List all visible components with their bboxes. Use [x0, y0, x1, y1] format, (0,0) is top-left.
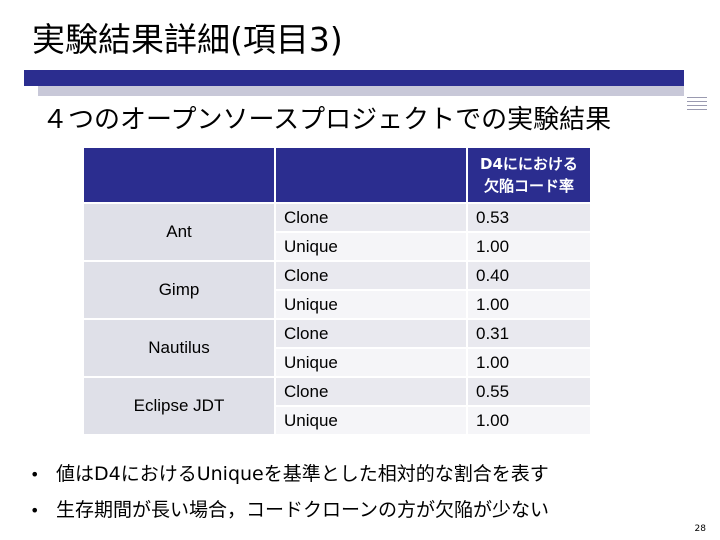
slide-subtitle: ４つのオープンソースプロジェクトでの実験結果 [42, 105, 612, 135]
slide-title: 実験結果詳細(項目3) [32, 20, 343, 59]
title-underline-bar [24, 70, 684, 86]
bullet-list: • 値はD4におけるUniqueを基準とした相対的な割合を表す • 生存期間が長い場… [30, 456, 549, 528]
defect-rate: 0.40 [466, 260, 592, 291]
header-cell-project [82, 146, 276, 204]
defect-rate: 1.00 [466, 347, 592, 378]
defect-rate: 0.55 [466, 376, 592, 407]
table-row: Nautilus Clone 0.31 [82, 318, 592, 378]
list-item: • 生存期間が長い場合，コードクローンの方が欠陥が少ない [30, 492, 549, 528]
decorative-lines-icon [687, 97, 707, 111]
results-table: D4ににおける 欠陥コード率 Ant Clone 0.53 Unique 1.0… [82, 146, 592, 436]
code-type: Unique [274, 347, 468, 378]
list-item: • 値はD4におけるUniqueを基準とした相対的な割合を表す [30, 456, 549, 492]
defect-rate: 1.00 [466, 289, 592, 320]
header-cell-type [274, 146, 468, 204]
table-row: Gimp Clone 0.40 [82, 260, 592, 320]
bullet-icon: • [30, 501, 40, 520]
code-type: Unique [274, 289, 468, 320]
project-name: Ant [82, 202, 276, 262]
table-row: Ant Clone 0.53 [82, 202, 592, 262]
defect-rate: 0.53 [466, 202, 592, 233]
title-underline-shadow [38, 86, 684, 96]
page-number: 28 [694, 524, 706, 534]
table-header-row: D4ににおける 欠陥コード率 [82, 146, 592, 204]
code-type: Clone [274, 260, 468, 291]
project-name: Gimp [82, 260, 276, 320]
code-type: Unique [274, 231, 468, 262]
project-name: Nautilus [82, 318, 276, 378]
header-cell-defect-rate: D4ににおける 欠陥コード率 [466, 146, 592, 204]
defect-rate: 1.00 [466, 405, 592, 436]
bullet-text: 値はD4におけるUniqueを基準とした相対的な割合を表す [56, 463, 549, 485]
code-type: Unique [274, 405, 468, 436]
code-type: Clone [274, 202, 468, 233]
header-defect-rate-line2: 欠陥コード率 [483, 177, 574, 195]
code-type: Clone [274, 318, 468, 349]
bullet-icon: • [30, 465, 40, 484]
header-defect-rate-line1: D4ににおける [480, 155, 578, 173]
bullet-text: 生存期間が長い場合，コードクローンの方が欠陥が少ない [56, 499, 550, 521]
table-row: Eclipse JDT Clone 0.55 [82, 376, 592, 436]
table-row: Unique 1.00 [83, 231, 592, 262]
defect-rate: 1.00 [466, 231, 592, 262]
project-name: Eclipse JDT [82, 376, 276, 436]
defect-rate: 0.31 [466, 318, 592, 349]
code-type: Clone [274, 376, 468, 407]
